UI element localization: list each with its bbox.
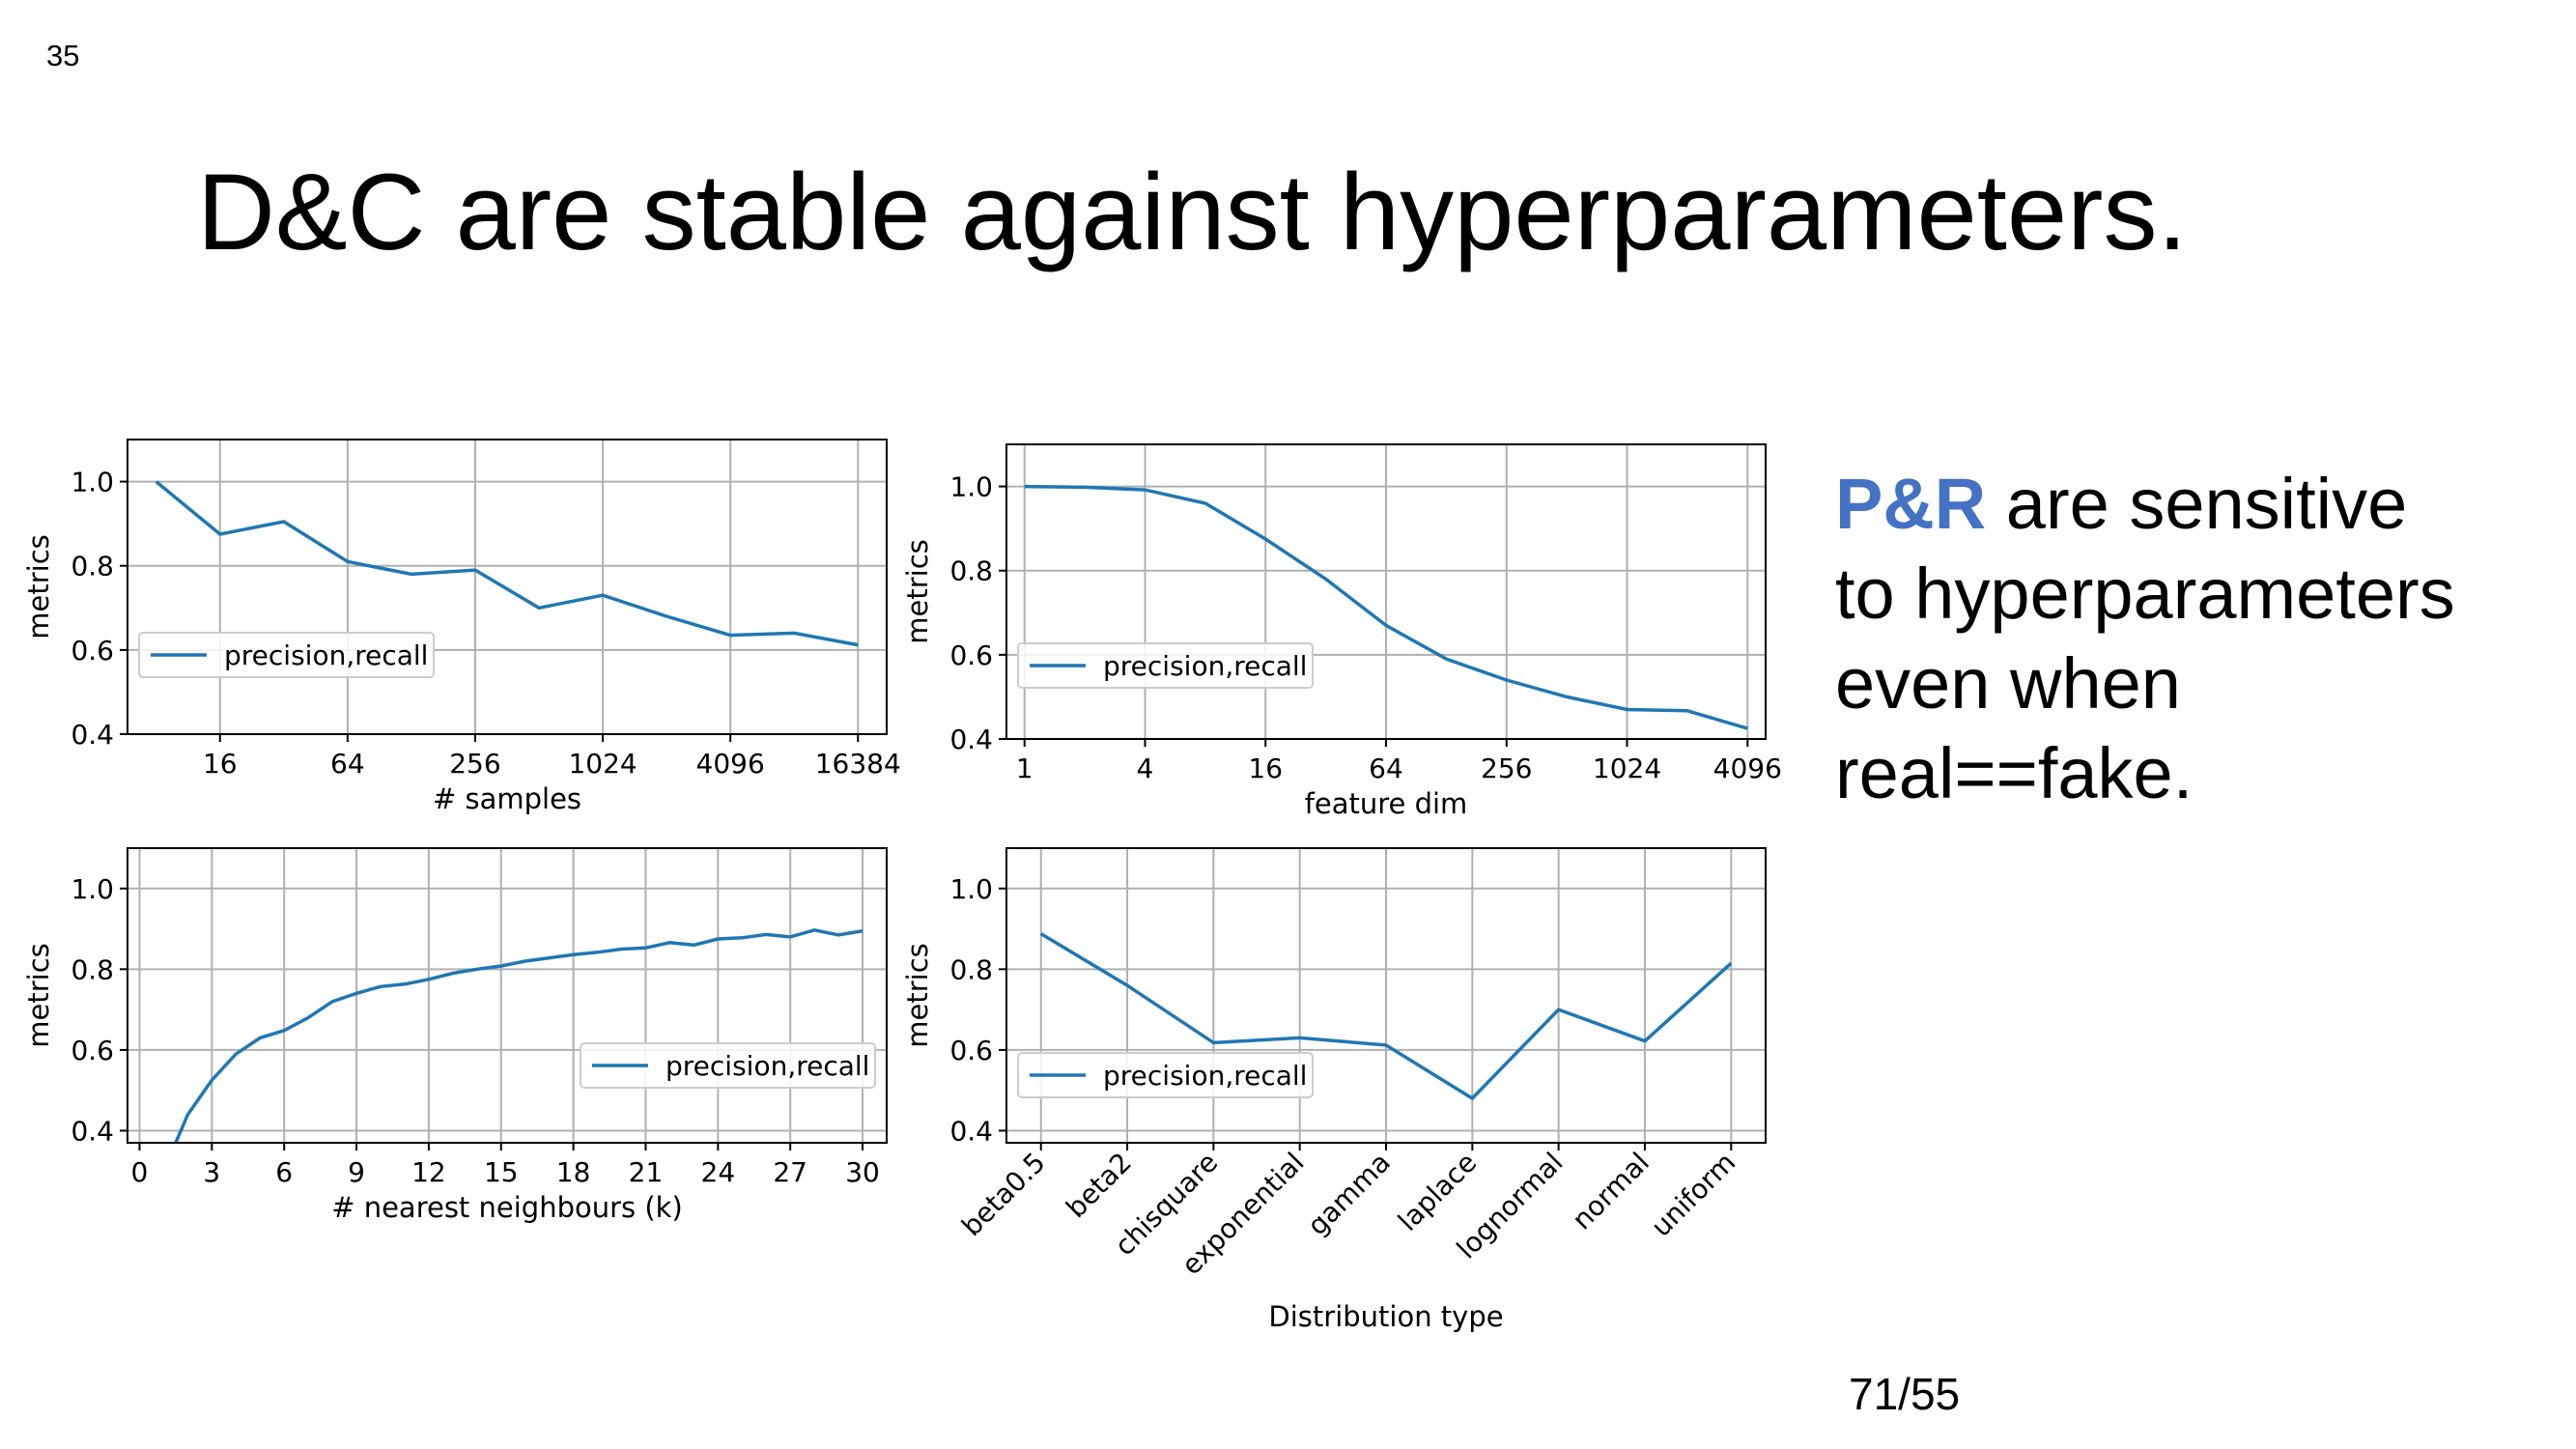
legend-label: precision,recall — [1103, 1060, 1307, 1092]
axes-frame — [127, 847, 888, 1144]
y-tick-label: 0.4 — [949, 1115, 993, 1147]
x-tick-label: 6 — [275, 1156, 293, 1188]
x-tick-label: 64 — [1369, 753, 1403, 784]
series-line-precision-recall — [155, 480, 859, 647]
x-tick-label: 15 — [484, 1156, 519, 1188]
legend-box — [580, 1042, 876, 1089]
x-tick-label: 16384 — [815, 748, 901, 780]
y-tick-label: 0.8 — [949, 555, 993, 587]
x-tick-label: 1024 — [568, 748, 637, 780]
y-tick-label: 1.0 — [949, 471, 993, 503]
y-tick-label: 1.0 — [71, 467, 114, 498]
x-tick-label: 256 — [449, 748, 500, 780]
x-axis-label: feature dim — [1305, 787, 1468, 820]
x-tick-label: 64 — [330, 748, 365, 780]
x-tick-label: 9 — [348, 1156, 365, 1188]
side-note-line-1: P&R are sensitive — [1835, 459, 2455, 549]
y-tick-label: 0.6 — [71, 1035, 114, 1066]
x-tick-label: 1024 — [1593, 753, 1661, 784]
series-line-precision-recall — [1024, 484, 1748, 730]
legend-box — [1017, 1052, 1314, 1098]
x-tick-label: 3 — [203, 1156, 220, 1188]
x-tick-label: 0 — [131, 1156, 149, 1188]
x-tick-label: normal — [1566, 1147, 1656, 1236]
y-tick-label: 0.8 — [949, 953, 993, 985]
y-tick-label: 0.4 — [71, 1115, 114, 1147]
y-axis-label: metrics — [901, 943, 934, 1048]
side-note-line-2: to hyperparameters — [1835, 554, 2455, 634]
y-axis-label: metrics — [22, 943, 55, 1048]
page-counter: 71/55 — [1849, 1369, 1961, 1419]
x-tick-label: 4096 — [1713, 753, 1782, 784]
x-axis-label: # samples — [433, 782, 581, 815]
y-tick-label: 0.8 — [71, 953, 114, 985]
legend-label: precision,recall — [665, 1050, 869, 1082]
slide-title: D&C are stable against hyperparameters. — [197, 152, 2188, 272]
chart-1: 0.4 0.6 0.8 1.0 16 64 256 1024 4096 16384 # sample… — [22, 439, 901, 815]
x-tick-label: 12 — [411, 1156, 446, 1188]
y-tick-label: 1.0 — [71, 873, 114, 905]
y-tick-label: 0.6 — [949, 639, 993, 671]
side-note-line-4: real==fake. — [1835, 733, 2194, 813]
series-line-precision-recall — [1039, 932, 1733, 1101]
series-line-precision-recall — [173, 928, 863, 1143]
legend-label: precision,recall — [224, 639, 428, 671]
x-tick-label: 256 — [1481, 753, 1532, 784]
y-axis-label: metrics — [901, 539, 934, 644]
side-note-line-3: even when — [1835, 643, 2181, 724]
x-tick-label: 16 — [203, 748, 238, 780]
side-note-accent: P&R — [1835, 464, 1987, 544]
slide-number: 35 — [46, 39, 80, 72]
x-axis-label: # nearest neighbours (k) — [331, 1191, 683, 1224]
x-tick-label: beta0.5 — [955, 1147, 1051, 1242]
x-tick-label: 27 — [773, 1156, 807, 1188]
x-tick-label: 1 — [1016, 753, 1033, 784]
x-tick-label: beta2 — [1060, 1147, 1138, 1225]
x-tick-label: 4 — [1137, 753, 1154, 784]
x-tick-label: 4096 — [696, 748, 765, 780]
axes-frame — [127, 439, 888, 735]
y-tick-label: 1.0 — [949, 873, 993, 905]
y-tick-label: 0.8 — [71, 551, 114, 582]
x-tick-label: 21 — [629, 1156, 664, 1188]
x-tick-label: 30 — [845, 1156, 880, 1188]
x-tick-label: uniform — [1645, 1147, 1741, 1243]
x-tick-label: 24 — [701, 1156, 736, 1188]
y-tick-label: 0.4 — [71, 719, 114, 751]
x-tick-label: gamma — [1301, 1147, 1397, 1242]
y-tick-label: 0.6 — [949, 1035, 993, 1066]
x-axis-label: Distribution type — [1268, 1300, 1503, 1333]
y-tick-label: 0.6 — [71, 635, 114, 667]
y-axis-label: metrics — [22, 534, 55, 639]
chart-3: 0.4 0.6 0.8 1.0 0 3 6 9 12 15 18 21 24 27 30 # nearest … — [22, 847, 888, 1224]
x-tick-label: 18 — [556, 1156, 591, 1188]
legend-box — [1017, 642, 1314, 689]
y-tick-label: 0.4 — [949, 724, 993, 755]
legend-label: precision,recall — [1103, 650, 1307, 682]
side-note: P&R are sensitive to hyperparameters eve… — [1835, 459, 2455, 818]
legend-box — [138, 632, 435, 678]
x-tick-label: 16 — [1248, 753, 1283, 784]
chart-2: 0.4 0.6 0.8 1.0 1 4 16 64 256 1024 4096 feature dim… — [901, 443, 1782, 820]
side-note-line-1-rest: are sensitive — [1986, 464, 2408, 544]
